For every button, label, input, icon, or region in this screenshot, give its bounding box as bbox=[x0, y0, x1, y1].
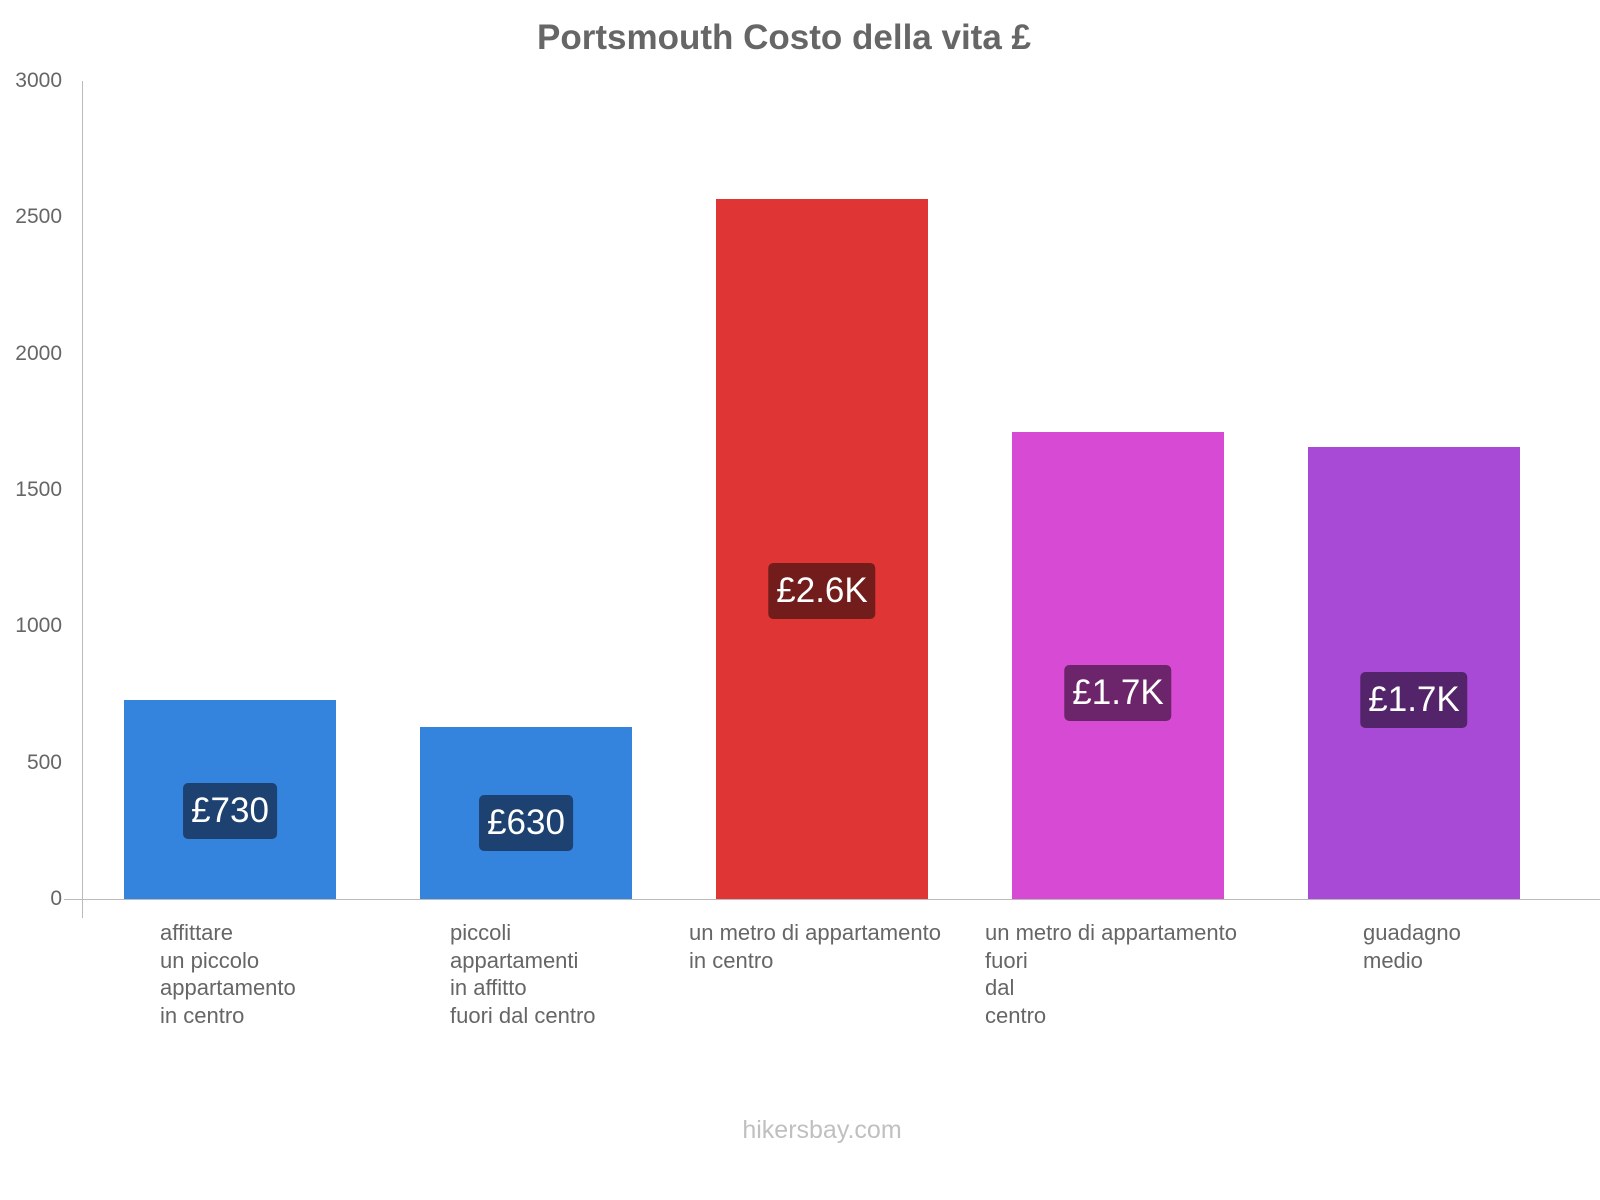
y-tick-label: 3000 bbox=[15, 69, 62, 92]
y-tick-label: 0 bbox=[50, 887, 62, 910]
bar-value-label: £730 bbox=[183, 783, 277, 840]
bar-value-label: £630 bbox=[479, 795, 573, 852]
y-tick-label: 500 bbox=[26, 751, 62, 774]
bar-value-label: £1.7K bbox=[1360, 672, 1468, 729]
bar[interactable]: £630 bbox=[420, 727, 632, 899]
y-tick-label: 1000 bbox=[15, 614, 62, 637]
watermark: hikersbay.com bbox=[742, 1116, 902, 1144]
y-tick-mark bbox=[66, 899, 82, 900]
bar[interactable]: £2.6K bbox=[716, 199, 928, 899]
chart-title: Portsmouth Costo della vita £ bbox=[537, 18, 1031, 57]
bar[interactable]: £1.7K bbox=[1308, 446, 1520, 899]
x-category-label: affittare un piccolo appartamento in cen… bbox=[160, 920, 296, 1028]
bar[interactable]: £730 bbox=[124, 699, 336, 899]
x-category-label: un metro di appartamento fuori dal centr… bbox=[985, 920, 1237, 1028]
x-category-label: un metro di appartamento in centro bbox=[689, 920, 941, 973]
y-tick-label: 1500 bbox=[15, 478, 62, 501]
x-axis-line bbox=[64, 899, 1600, 900]
y-axis-line bbox=[82, 81, 83, 918]
x-category-label: piccoli appartamenti in affitto fuori da… bbox=[450, 920, 596, 1028]
y-tick-label: 2500 bbox=[15, 205, 62, 228]
bar-value-label: £1.7K bbox=[1064, 665, 1172, 722]
x-category-label: guadagno medio bbox=[1363, 920, 1461, 973]
bar-value-label: £2.6K bbox=[768, 563, 876, 620]
y-tick-label: 2000 bbox=[15, 342, 62, 365]
bar[interactable]: £1.7K bbox=[1012, 431, 1224, 899]
